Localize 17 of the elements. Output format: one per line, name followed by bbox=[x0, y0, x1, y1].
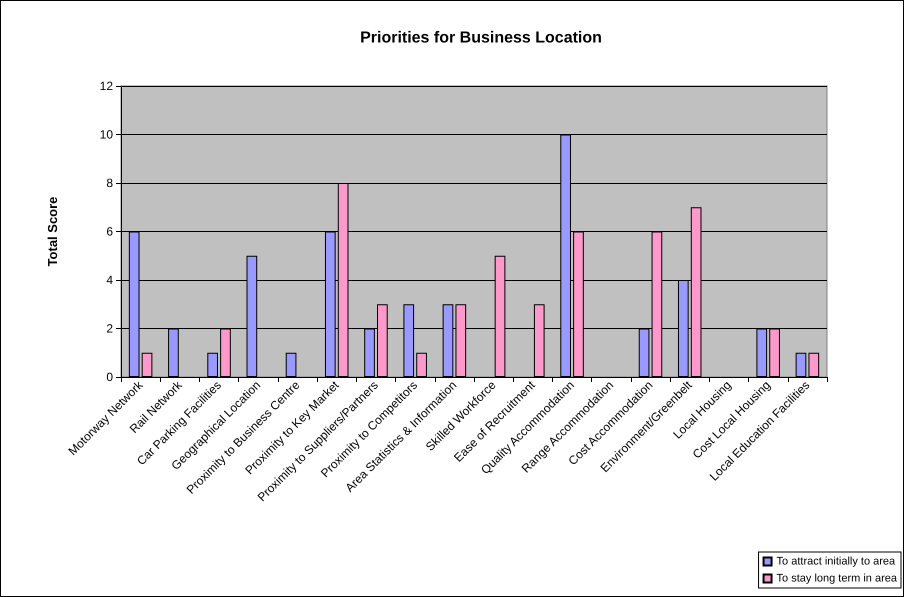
bar bbox=[796, 352, 806, 377]
y-axis-title: Total Score bbox=[45, 196, 60, 266]
chart-title: Priorities for Business Location bbox=[360, 30, 602, 46]
y-tick-label: 8 bbox=[106, 176, 114, 190]
bar bbox=[207, 352, 218, 377]
y-tick-label: 4 bbox=[106, 273, 114, 287]
legend-label: To attract initially to area bbox=[776, 556, 896, 568]
y-tick-label: 6 bbox=[106, 224, 114, 238]
bar bbox=[808, 352, 820, 377]
bar bbox=[142, 352, 152, 377]
y-tick-label: 12 bbox=[100, 79, 114, 93]
y-tick-label: 2 bbox=[106, 322, 114, 336]
legend-label: To stay long term in area bbox=[776, 572, 898, 584]
bar bbox=[286, 352, 296, 377]
y-tick-label: 10 bbox=[100, 128, 114, 142]
bar bbox=[416, 352, 427, 377]
y-tick-label: 0 bbox=[106, 370, 114, 384]
